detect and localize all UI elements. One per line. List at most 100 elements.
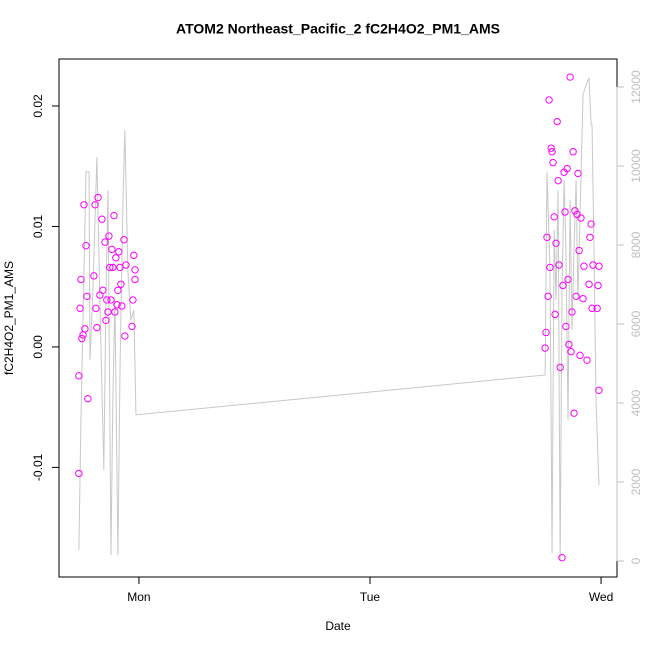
y2-tick-label: 0	[629, 557, 643, 564]
data-line	[78, 77, 600, 561]
data-point	[576, 351, 584, 360]
data-point	[541, 344, 549, 352]
data-point	[588, 304, 596, 313]
data-point	[543, 233, 551, 241]
y-tick-label: 0.01	[31, 214, 45, 238]
y2-tick-label: 6000	[629, 310, 643, 337]
y2-tick-label: 10000	[629, 149, 643, 183]
data-point	[107, 296, 115, 304]
data-point	[84, 395, 92, 403]
data-point	[547, 144, 555, 152]
data-point	[121, 332, 129, 340]
data-point	[561, 208, 569, 216]
data-point	[564, 275, 572, 284]
data-point	[545, 96, 553, 104]
y2-tick-label: 4000	[629, 389, 643, 416]
data-point	[565, 340, 573, 349]
y-axis-label: fC2H4O2_PM1_AMS	[2, 261, 16, 375]
x-tick-label: Tue	[360, 590, 381, 604]
data-point	[93, 323, 101, 332]
data-point	[583, 356, 591, 364]
data-point	[99, 286, 107, 294]
data-point	[131, 266, 139, 274]
data-point	[548, 148, 556, 156]
data-point	[83, 292, 91, 301]
data-point	[129, 296, 137, 304]
data-point	[587, 220, 595, 228]
data-point	[106, 263, 114, 272]
data-point	[104, 308, 112, 316]
data-point	[574, 169, 582, 178]
data-point	[579, 295, 587, 303]
data-point	[585, 280, 593, 288]
data-point	[542, 328, 550, 337]
x-axis-label: Date	[325, 619, 351, 633]
data-point	[76, 304, 84, 313]
data-point	[102, 316, 110, 325]
data-point	[75, 372, 83, 380]
data-point	[113, 301, 121, 309]
data-point	[80, 201, 88, 209]
data-point	[105, 232, 113, 240]
data-point	[544, 292, 552, 301]
data-point	[118, 302, 126, 310]
data-point	[131, 275, 139, 284]
data-point	[595, 386, 603, 394]
data-point	[91, 201, 99, 209]
data-point	[128, 322, 136, 331]
data-point	[109, 263, 117, 272]
data-point	[570, 409, 578, 417]
data-point	[552, 239, 560, 248]
data-point	[92, 304, 100, 313]
data-point	[562, 322, 570, 331]
y2-tick-label: 8000	[629, 231, 643, 258]
data-point	[101, 238, 109, 246]
data-point	[111, 308, 119, 316]
y2-tick-label: 12000	[629, 70, 643, 104]
data-point	[549, 158, 557, 167]
data-point	[559, 281, 567, 290]
data-point	[571, 207, 579, 215]
data-point	[572, 292, 580, 301]
data-point	[594, 281, 602, 290]
data-point	[103, 296, 111, 304]
y-tick-label: 0.00	[31, 335, 45, 359]
data-point	[575, 246, 583, 255]
data-point	[114, 286, 122, 294]
data-point	[553, 117, 561, 126]
data-point	[556, 363, 564, 372]
data-point	[580, 262, 588, 270]
y-tick-label: -0.01	[31, 453, 45, 481]
data-point	[555, 261, 563, 269]
data-point	[554, 176, 562, 185]
x-tick-label: Mon	[127, 590, 150, 604]
data-point	[130, 251, 138, 260]
data-point	[122, 261, 130, 269]
chart-title: ATOM2 Northeast_Pacific_2 fC2H4O2_PM1_AM…	[176, 21, 500, 37]
data-point	[558, 554, 566, 562]
data-point	[586, 233, 594, 241]
data-point	[81, 325, 89, 333]
x-tick-label: Wed	[589, 590, 613, 604]
data-point	[546, 263, 554, 272]
data-point	[78, 334, 86, 343]
data-point	[567, 348, 575, 356]
data-point	[94, 193, 102, 202]
data-point	[117, 280, 125, 288]
data-point	[108, 245, 116, 254]
data-point	[595, 262, 603, 270]
data-point	[568, 308, 576, 316]
data-point	[577, 214, 585, 222]
data-point	[98, 215, 106, 223]
data-point	[563, 164, 571, 173]
data-point	[112, 254, 120, 262]
data-point	[566, 73, 574, 81]
data-point	[569, 148, 577, 156]
data-point	[90, 272, 98, 280]
data-point	[75, 469, 83, 478]
data-point	[120, 235, 128, 244]
y2-tick-label: 2000	[629, 468, 643, 495]
